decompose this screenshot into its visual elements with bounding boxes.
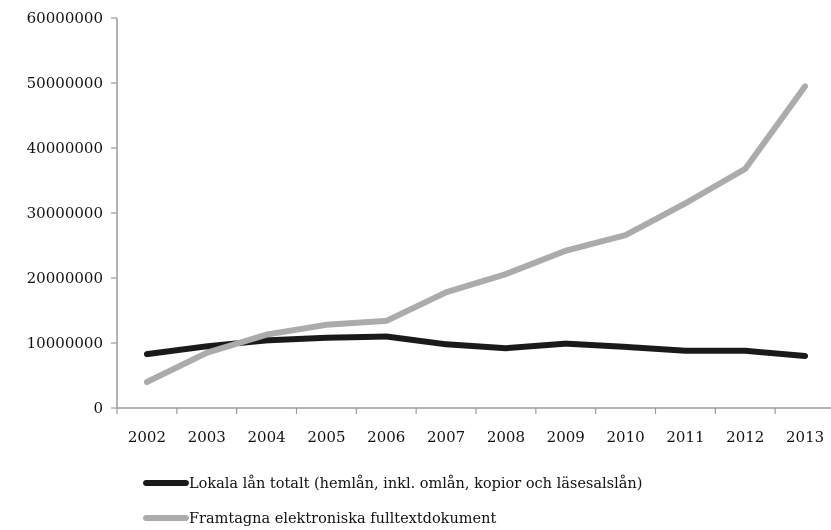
y-tick-label: 50000000 (27, 74, 103, 92)
legend-label-1: Lokala lån totalt (hemlån, inkl. omlån, … (189, 475, 642, 492)
series-line-1 (143, 333, 809, 359)
x-tick-label: 2002 (128, 428, 166, 446)
x-tick-label: 2003 (188, 428, 226, 446)
x-tick-label: 2008 (487, 428, 525, 446)
x-tick-label: 2007 (427, 428, 465, 446)
series-lines (143, 83, 809, 385)
y-tick-label: 60000000 (27, 9, 103, 27)
x-tick-label: 2011 (666, 428, 704, 446)
series-line-2 (143, 83, 809, 385)
y-tick-label: 30000000 (27, 204, 103, 222)
y-tick-label: 40000000 (27, 139, 103, 157)
y-tick-label: 20000000 (27, 269, 103, 287)
x-tick-label: 2010 (606, 428, 644, 446)
x-tick-label: 2005 (307, 428, 345, 446)
x-tick-label: 2006 (367, 428, 405, 446)
y-tick-label: 10000000 (27, 334, 103, 352)
x-axis: 2002 2003 2004 2005 2006 2007 2008 2009 2010 2011… (116, 407, 831, 446)
y-tick-label: 0 (93, 399, 103, 417)
legend: Lokala lån totalt (hemlån, inkl. omlån, … (143, 475, 642, 527)
y-axis: 0 10000000 20000000 30000000 40000000 5000000… (27, 9, 118, 417)
legend-label-2: Framtagna elektroniska fulltextdokument (189, 511, 496, 527)
x-tick-label: 2009 (547, 428, 585, 446)
x-tick-label: 2004 (247, 428, 285, 446)
x-tick-label: 2013 (786, 428, 824, 446)
x-tick-label: 2012 (726, 428, 764, 446)
